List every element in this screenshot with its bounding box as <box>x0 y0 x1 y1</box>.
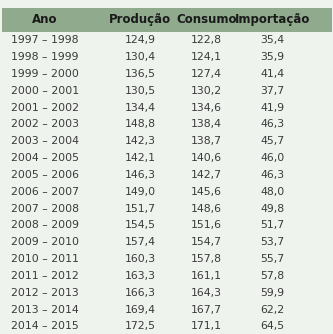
Text: 2001 – 2002: 2001 – 2002 <box>11 103 79 113</box>
Text: 2011 – 2012: 2011 – 2012 <box>11 271 79 281</box>
Text: 149,0: 149,0 <box>125 187 156 197</box>
Text: 134,4: 134,4 <box>125 103 156 113</box>
Text: Produção: Produção <box>109 13 171 26</box>
Text: 2004 – 2005: 2004 – 2005 <box>11 153 79 163</box>
Text: 41,4: 41,4 <box>260 69 284 79</box>
Text: 124,9: 124,9 <box>125 35 156 45</box>
Text: 161,1: 161,1 <box>191 271 222 281</box>
Text: 167,7: 167,7 <box>191 305 222 315</box>
Text: 148,6: 148,6 <box>191 204 222 214</box>
Text: 130,2: 130,2 <box>191 86 222 96</box>
Text: 2013 – 2014: 2013 – 2014 <box>11 305 79 315</box>
Text: 157,8: 157,8 <box>191 254 222 264</box>
Text: 171,1: 171,1 <box>191 322 222 331</box>
Text: 124,1: 124,1 <box>191 52 222 62</box>
Text: 59,9: 59,9 <box>260 288 284 298</box>
Text: 134,6: 134,6 <box>191 103 222 113</box>
Text: 166,3: 166,3 <box>125 288 156 298</box>
Text: 1997 – 1998: 1997 – 1998 <box>11 35 79 45</box>
Text: Ano: Ano <box>32 13 58 26</box>
Text: 154,5: 154,5 <box>125 220 156 230</box>
Text: 172,5: 172,5 <box>125 322 156 331</box>
Text: 2014 – 2015: 2014 – 2015 <box>11 322 79 331</box>
Text: 160,3: 160,3 <box>125 254 156 264</box>
Text: 151,7: 151,7 <box>125 204 156 214</box>
Text: 130,4: 130,4 <box>125 52 156 62</box>
Text: 57,8: 57,8 <box>260 271 284 281</box>
Text: 46,3: 46,3 <box>260 170 284 180</box>
Text: 127,4: 127,4 <box>191 69 222 79</box>
Text: Importação: Importação <box>234 13 310 26</box>
Text: 136,5: 136,5 <box>125 69 156 79</box>
Text: 151,6: 151,6 <box>191 220 222 230</box>
Text: 2003 – 2004: 2003 – 2004 <box>11 136 79 146</box>
Text: 145,6: 145,6 <box>191 187 222 197</box>
Text: 51,7: 51,7 <box>260 220 284 230</box>
Text: 41,9: 41,9 <box>260 103 284 113</box>
Text: 164,3: 164,3 <box>191 288 222 298</box>
Text: Consumo: Consumo <box>176 13 236 26</box>
Text: 2005 – 2006: 2005 – 2006 <box>11 170 79 180</box>
Bar <box>2 8 332 32</box>
Text: 45,7: 45,7 <box>260 136 284 146</box>
Text: 142,7: 142,7 <box>191 170 222 180</box>
Text: 46,0: 46,0 <box>260 153 284 163</box>
Text: 49,8: 49,8 <box>260 204 284 214</box>
Text: 55,7: 55,7 <box>260 254 284 264</box>
Text: 2007 – 2008: 2007 – 2008 <box>11 204 79 214</box>
Text: 169,4: 169,4 <box>125 305 156 315</box>
Text: 48,0: 48,0 <box>260 187 284 197</box>
Text: 142,1: 142,1 <box>125 153 156 163</box>
Text: 148,8: 148,8 <box>125 119 156 129</box>
Text: 2002 – 2003: 2002 – 2003 <box>11 119 79 129</box>
Text: 146,3: 146,3 <box>125 170 156 180</box>
Text: 157,4: 157,4 <box>125 237 156 247</box>
Text: 62,2: 62,2 <box>260 305 284 315</box>
Text: 53,7: 53,7 <box>260 237 284 247</box>
Text: 163,3: 163,3 <box>125 271 156 281</box>
Text: 154,7: 154,7 <box>191 237 222 247</box>
Text: 138,4: 138,4 <box>191 119 222 129</box>
Text: 46,3: 46,3 <box>260 119 284 129</box>
Text: 1998 – 1999: 1998 – 1999 <box>11 52 79 62</box>
Text: 2012 – 2013: 2012 – 2013 <box>11 288 79 298</box>
Text: 2008 – 2009: 2008 – 2009 <box>11 220 79 230</box>
Text: 2006 – 2007: 2006 – 2007 <box>11 187 79 197</box>
Text: 64,5: 64,5 <box>260 322 284 331</box>
Text: 130,5: 130,5 <box>125 86 156 96</box>
Text: 138,7: 138,7 <box>191 136 222 146</box>
Text: 2009 – 2010: 2009 – 2010 <box>11 237 79 247</box>
Text: 140,6: 140,6 <box>191 153 222 163</box>
Text: 37,7: 37,7 <box>260 86 284 96</box>
Text: 142,3: 142,3 <box>125 136 156 146</box>
Text: 2010 – 2011: 2010 – 2011 <box>11 254 79 264</box>
Text: 2000 – 2001: 2000 – 2001 <box>11 86 79 96</box>
Text: 122,8: 122,8 <box>191 35 222 45</box>
Text: 35,9: 35,9 <box>260 52 284 62</box>
Text: 35,4: 35,4 <box>260 35 284 45</box>
Text: 1999 – 2000: 1999 – 2000 <box>11 69 79 79</box>
